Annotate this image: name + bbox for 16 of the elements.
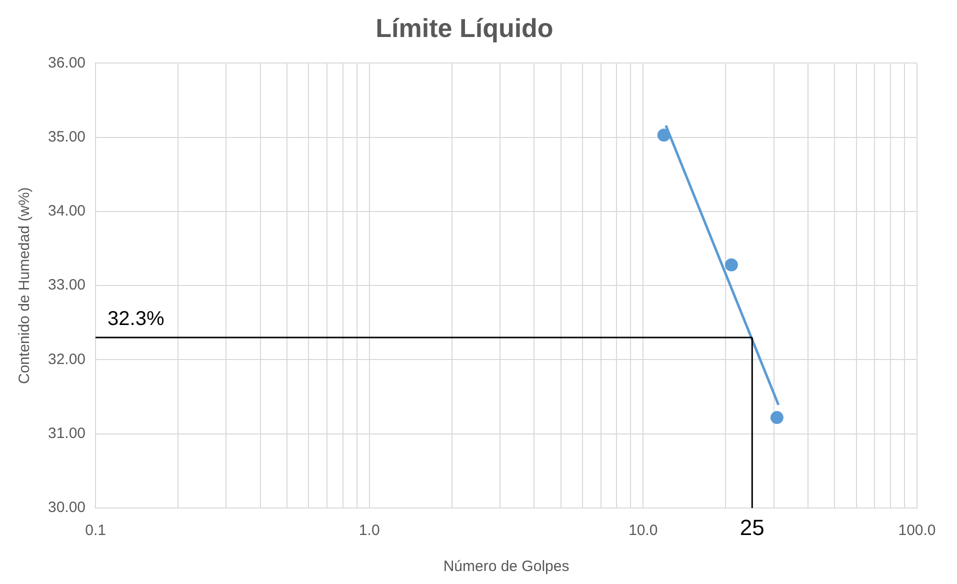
- x-tick-label: 0.1: [85, 522, 106, 540]
- ref-line-label: 25: [740, 515, 764, 540]
- ref-line-label: 32.3%: [108, 308, 164, 330]
- x-tick-label: 10.0: [628, 522, 658, 540]
- y-tick-label: 30.00: [48, 499, 86, 516]
- y-axis-title: Contenido de Humedad (w%): [16, 187, 34, 384]
- x-axis-title: Número de Golpes: [443, 558, 570, 576]
- y-tick-label: 34.00: [48, 202, 86, 220]
- y-tick-label: 33.00: [48, 276, 86, 294]
- y-tick-label: 32.00: [48, 350, 86, 368]
- chart-title: Límite Líquido: [376, 12, 554, 43]
- y-tick-label: 36.00: [48, 54, 86, 72]
- x-tick-label: 1.0: [358, 522, 380, 540]
- y-tick-label: 35.00: [48, 128, 86, 146]
- x-tick-label: 100.0: [898, 522, 936, 540]
- y-tick-label: 31.00: [48, 425, 86, 442]
